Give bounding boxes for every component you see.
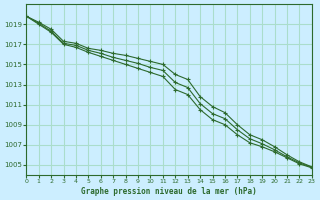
X-axis label: Graphe pression niveau de la mer (hPa): Graphe pression niveau de la mer (hPa) <box>81 187 257 196</box>
